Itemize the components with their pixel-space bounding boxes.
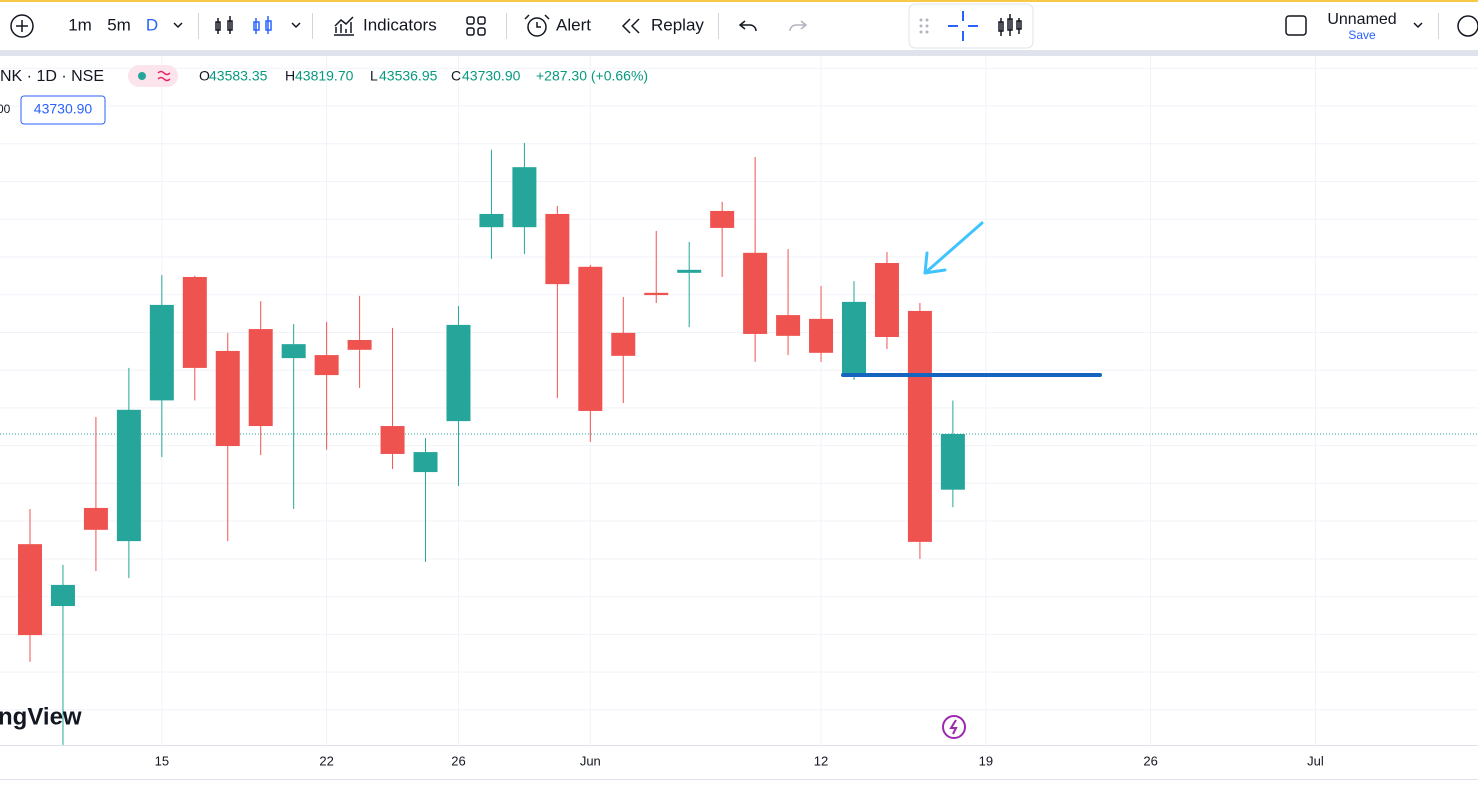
interval-button[interactable]: D: [146, 15, 158, 34]
candles: [18, 143, 965, 745]
candle-body: [907, 310, 932, 542]
legend-value: 43583.35: [209, 68, 268, 84]
market-status-dot: [138, 72, 146, 80]
ohlc-legend: O 43583.35 H 43819.70 L 43536.95 C 43730…: [199, 68, 648, 84]
candle-body: [413, 452, 438, 473]
top-accent: [0, 0, 1478, 2]
x-tick-label: 26: [451, 753, 465, 768]
legend-value: 43536.95: [379, 68, 438, 84]
candle-body: [479, 213, 504, 228]
x-tick-label: 26: [1143, 753, 1157, 768]
layout-dropdown[interactable]: [1413, 22, 1423, 29]
layout-icon[interactable]: [1285, 15, 1307, 36]
x-tick-label: 12: [814, 753, 828, 768]
candle-body: [347, 340, 372, 350]
legend-key: C: [451, 68, 461, 84]
events-bolt: [949, 719, 958, 735]
drawn-arrow[interactable]: [923, 221, 984, 275]
save-button[interactable]: Save: [1348, 28, 1376, 42]
add-symbol-button[interactable]: [10, 14, 34, 38]
candle-body: [842, 301, 866, 376]
legend-key: H: [285, 68, 295, 84]
alert-button[interactable]: Alert: [556, 15, 591, 34]
candle-body: [281, 344, 306, 359]
price-box-label: 43730.90: [34, 101, 93, 117]
grid: [0, 56, 1478, 745]
redo-button[interactable]: [789, 20, 808, 32]
candle-body: [18, 544, 42, 636]
candle-body: [380, 426, 405, 454]
bottom-toolbar-border: [0, 779, 1478, 780]
candle-body: [743, 252, 768, 334]
legend-change: +287.30 (+0.66%): [536, 68, 648, 84]
events-icon[interactable]: [942, 715, 966, 739]
candle-body: [116, 409, 141, 542]
candle-body: [611, 332, 636, 356]
candle-body: [677, 269, 702, 273]
toolbar-separator: [0, 50, 1478, 56]
templates-icon[interactable]: [466, 16, 475, 25]
candle-body: [512, 167, 537, 228]
price-box: [20, 95, 106, 125]
undo-button[interactable]: [738, 20, 757, 32]
bars-tool[interactable]: [998, 14, 1022, 36]
candle-body: [50, 584, 75, 607]
candle-body: [248, 329, 273, 427]
legend-value: 43819.70: [295, 68, 354, 84]
candle-body: [644, 292, 669, 296]
x-tick-label: 15: [155, 753, 169, 768]
candle-body: [874, 263, 899, 337]
quick-search[interactable]: [1457, 15, 1478, 37]
candle-body: [83, 507, 108, 530]
candle-body: [578, 266, 603, 411]
x-axis-line: [0, 745, 1478, 746]
candle-body: [545, 213, 570, 285]
interval-dropdown[interactable]: [173, 22, 183, 29]
drag-handle[interactable]: [919, 18, 929, 34]
chart-type-dropdown[interactable]: [291, 22, 301, 29]
chart-type-active[interactable]: [253, 16, 272, 34]
candle-body: [776, 315, 801, 336]
candle-body: [809, 318, 834, 353]
x-tick-label: Jun: [580, 753, 601, 768]
candle-body: [149, 304, 174, 401]
candle-body: [940, 434, 965, 490]
axis-fragment: 00: [0, 102, 11, 116]
legend-key: O: [199, 68, 210, 84]
x-tick-label: 19: [979, 753, 993, 768]
candle-body: [446, 324, 471, 422]
crosshair-tool[interactable]: [948, 11, 978, 41]
symbol-label[interactable]: NK · 1D · NSE: [0, 68, 104, 85]
status-pill: [128, 65, 178, 87]
layout-name[interactable]: Unnamed: [1327, 11, 1396, 28]
x-tick-label: 22: [319, 753, 333, 768]
indicators-button[interactable]: Indicators: [363, 15, 437, 34]
replay-icon[interactable]: [621, 18, 640, 34]
status-icon: [157, 70, 171, 82]
indicators-icon[interactable]: [334, 16, 354, 36]
candle-body: [710, 210, 735, 228]
candle-body: [314, 355, 339, 376]
candle-body: [215, 350, 240, 447]
watermark: ngView: [0, 703, 82, 730]
alert-icon[interactable]: [527, 17, 547, 37]
candle-body: [182, 276, 207, 368]
chart-type-button[interactable]: [215, 16, 233, 34]
interval-button[interactable]: 5m: [107, 15, 131, 34]
interval-button[interactable]: 1m: [68, 15, 92, 34]
x-tick-label: Jul: [1307, 753, 1324, 768]
replay-button[interactable]: Replay: [651, 15, 704, 34]
legend-value: 43730.90: [462, 68, 521, 84]
legend-key: L: [370, 68, 378, 84]
